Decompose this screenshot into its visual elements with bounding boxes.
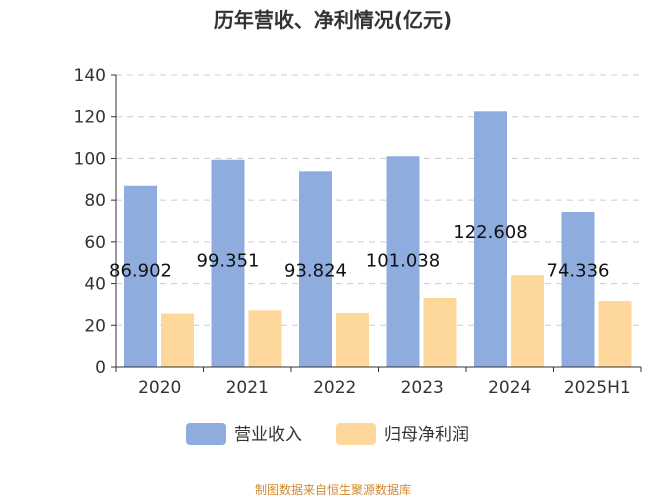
- legend-label-revenue: 营业收入: [234, 425, 302, 445]
- bar-revenue: [124, 185, 157, 367]
- revenue-data-label: 101.038: [366, 250, 440, 271]
- data-labels: 86.902 99.351 93.824 101.038 122.608 74.336: [109, 222, 609, 282]
- bars: [124, 111, 632, 367]
- bar-net-profit: [598, 301, 632, 367]
- bar-net-profit: [336, 312, 369, 367]
- revenue-data-label: 93.824: [284, 260, 347, 281]
- revenue-data-label: 74.336: [547, 260, 610, 281]
- revenue-data-label: 99.351: [197, 250, 260, 271]
- bar-revenue: [474, 111, 507, 367]
- legend-swatch-net-profit: [336, 423, 376, 445]
- x-tick-label: 2025H1: [564, 378, 631, 398]
- revenue-data-label: 86.902: [109, 260, 172, 281]
- y-tick-label: 60: [84, 233, 106, 253]
- revenue-data-label: 122.608: [453, 222, 527, 243]
- x-tick-label: 2024: [488, 378, 531, 398]
- bar-revenue: [561, 211, 595, 367]
- x-tick-label: 2021: [226, 378, 269, 398]
- x-tick-label: 2020: [138, 378, 181, 398]
- y-tick-label: 20: [84, 316, 106, 336]
- y-tick-label: 100: [74, 149, 106, 169]
- legend-label-net-profit: 归母净利润: [384, 425, 469, 445]
- y-tick-label: 0: [95, 358, 106, 378]
- bar-revenue: [386, 156, 420, 367]
- bar-revenue: [299, 171, 332, 367]
- chart-title: 历年营收、净利情况(亿元): [214, 8, 452, 32]
- x-tick-label: 2023: [401, 378, 444, 398]
- legend-swatch-revenue: [186, 423, 226, 445]
- bar-net-profit: [423, 297, 457, 367]
- bar-net-profit: [248, 310, 282, 367]
- y-tick-label: 140: [74, 66, 106, 86]
- legend: 营业收入 归母净利润: [186, 423, 469, 445]
- axes: 0 20 40 60 80 100 120 140 2020 2021 2022 2023 2024 20…: [74, 66, 642, 398]
- y-tick-label: 40: [84, 275, 106, 295]
- bar-net-profit: [161, 313, 194, 367]
- bar-revenue: [211, 159, 245, 367]
- bar-net-profit: [511, 275, 544, 367]
- source-note: 制图数据来自恒生聚源数据库: [255, 482, 411, 497]
- y-tick-label: 120: [74, 108, 106, 128]
- x-tick-label: 2022: [313, 378, 356, 398]
- y-tick-label: 80: [84, 191, 106, 211]
